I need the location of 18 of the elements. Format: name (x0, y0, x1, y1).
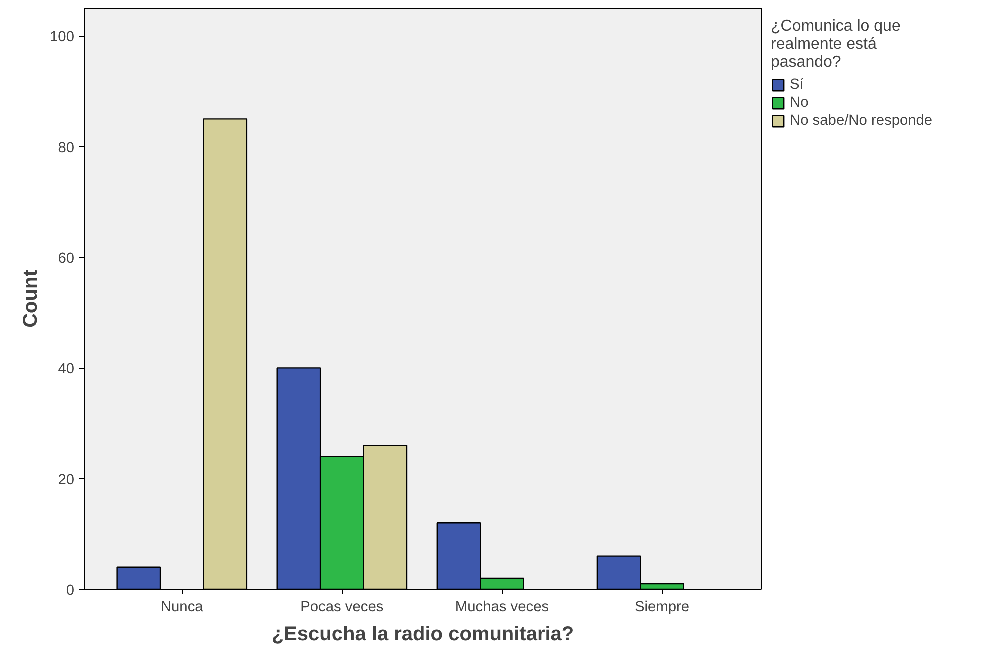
x-tick-label: Siempre (634, 600, 690, 616)
x-tick-label: Nunca (160, 600, 204, 616)
y-tick-label: 20 (58, 472, 75, 488)
x-tick-label: Pocas veces (300, 600, 384, 616)
y-tick-label: 60 (58, 251, 75, 267)
x-axis-title: ¿Escucha la radio comunitaria? (272, 624, 574, 646)
y-tick-label: 0 (66, 583, 75, 599)
y-tick-label: 100 (50, 30, 75, 46)
legend-label: Sí (790, 77, 805, 93)
legend-label: No sabe/No responde (790, 113, 933, 129)
y-axis-title: Count (20, 270, 42, 328)
legend-title: ¿Comunica lo que realmente está pasando? (771, 18, 902, 72)
y-tick-label: 80 (58, 140, 75, 156)
y-tick-label: 40 (58, 362, 75, 378)
bar (203, 118, 248, 590)
x-tick-label: Muchas veces (455, 600, 550, 616)
bar (116, 566, 162, 590)
legend-label: No (790, 95, 810, 111)
